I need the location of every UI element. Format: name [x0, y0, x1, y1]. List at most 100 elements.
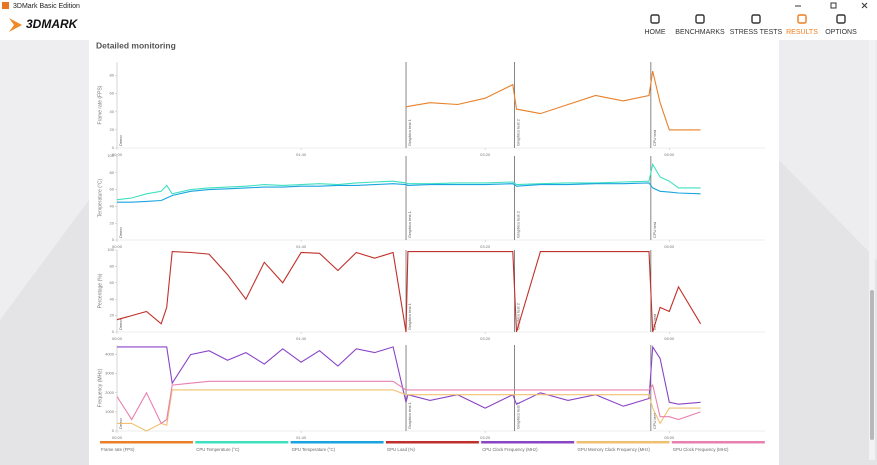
legend-swatch: [100, 441, 193, 444]
series-line: [405, 70, 701, 131]
y-tick-label: 3000: [105, 371, 115, 376]
series-line: [116, 162, 701, 201]
nav-bar: [0, 11, 877, 40]
y-tick-label: 60: [110, 91, 115, 96]
legend-swatch: [385, 441, 479, 444]
legend: Frame rate (FPS) CPU Temperature (°C) GPU …: [100, 441, 765, 452]
y-tick-label: 80: [110, 263, 115, 268]
x-tick-label: 03:20: [480, 435, 491, 440]
nav-item[interactable]: STRESS TESTS: [730, 29, 783, 36]
app-icon: [2, 2, 9, 9]
nav-icon: [751, 14, 761, 24]
charts: 0 20 40 60 80 Frame rate (FPS) 00:00 01:40 03:20…: [97, 62, 765, 440]
scrollbar-track[interactable]: [869, 40, 875, 460]
y-axis-label: Percentage (%): [97, 273, 103, 308]
close-button[interactable]: [861, 2, 868, 9]
logo-mark: [9, 18, 22, 32]
series-line: [117, 182, 701, 203]
y-tick-label: 1000: [105, 409, 115, 414]
legend-swatch: [576, 441, 670, 444]
y-tick-label: 100: [107, 247, 114, 252]
y-tick-label: 80: [110, 170, 115, 175]
section-label: Graphics test 2: [516, 302, 521, 330]
y-tick-label: 0: [112, 237, 115, 242]
series-line: [117, 389, 701, 432]
scrollbar-thumb[interactable]: [870, 290, 874, 440]
series-line: [116, 251, 702, 333]
logo: 3DMARK: [26, 17, 79, 31]
legend-swatch: [671, 441, 765, 444]
section-label: Demo: [118, 135, 123, 146]
bg-shape: [0, 40, 89, 320]
y-tick-label: 40: [110, 203, 115, 208]
x-tick-label: 05:00: [664, 244, 675, 249]
nav-item[interactable]: HOME: [645, 29, 666, 36]
y-axis-label: Temperature (°C): [97, 178, 103, 217]
nav-item[interactable]: RESULTS: [786, 29, 818, 36]
y-tick-label: 20: [110, 127, 115, 132]
section-label: Graphics test 1: [407, 118, 412, 146]
x-tick-label: 01:40: [296, 435, 307, 440]
y-tick-label: 0: [112, 145, 115, 150]
y-tick-label: 60: [110, 187, 115, 192]
panel-heading: Detailed monitoring: [96, 40, 176, 50]
legend-label: GPU Load (%): [387, 447, 416, 452]
section-label: Graphics test 1: [407, 302, 412, 330]
legend-label: CPU Clock Frequency (MHz): [482, 447, 538, 452]
section-label: Graphics test 2: [516, 210, 521, 238]
section-label: CPU test: [652, 129, 657, 146]
x-tick-label: 03:20: [480, 336, 491, 341]
section-label: CPU test: [652, 412, 657, 429]
x-tick-label: 01:40: [296, 244, 307, 249]
section-label: Graphics test 2: [516, 118, 521, 146]
x-tick-label: 03:20: [480, 244, 491, 249]
series-line: [116, 380, 701, 425]
panel: [89, 36, 779, 465]
y-tick-label: 40: [110, 109, 115, 114]
y-tick-label: 100: [107, 153, 114, 158]
y-tick-label: 4000: [105, 352, 115, 357]
section-label: CPU test: [652, 221, 657, 238]
section-label: Graphics test 2: [516, 401, 521, 429]
x-tick-label: 01:40: [296, 152, 307, 157]
legend-label: Frame rate (FPS): [101, 447, 135, 452]
title-bar: [0, 0, 877, 11]
x-tick-label: 00:00: [112, 435, 123, 440]
nav-icon: [650, 14, 660, 24]
section-label: Demo: [118, 227, 123, 238]
window-title: 3DMark Basic Edition: [13, 3, 80, 10]
legend-label: GPU Clock Frequency (MHz): [673, 447, 729, 452]
legend-label: GPU Temperature (°C): [292, 447, 336, 452]
y-tick-label: 20: [110, 313, 115, 318]
nav-item[interactable]: OPTIONS: [825, 29, 857, 36]
y-tick-label: 80: [110, 73, 115, 78]
nav-icon: [695, 14, 705, 24]
y-tick-label: 2000: [105, 390, 115, 395]
legend-label: GPU Memory Clock Frequency (MHz): [578, 447, 651, 452]
y-tick-label: 20: [110, 220, 115, 225]
y-tick-label: 0: [112, 428, 115, 433]
legend-swatch: [195, 441, 289, 444]
nav-menu: HOME BENCHMARKS STRESS TESTS RESULTS OPTIONS: [645, 14, 857, 36]
section-label: Demo: [118, 319, 123, 330]
y-tick-label: 60: [110, 280, 115, 285]
bg-shape: [779, 40, 877, 260]
x-tick-label: 05:00: [664, 152, 675, 157]
nav-icon: [836, 14, 846, 24]
y-tick-label: 0: [112, 329, 115, 334]
series-line: [117, 345, 701, 409]
section-label: Graphics test 1: [407, 210, 412, 238]
nav-item[interactable]: BENCHMARKS: [675, 29, 725, 36]
y-axis-label: Frame rate (FPS): [97, 85, 103, 124]
x-tick-label: 00:00: [112, 152, 123, 157]
x-tick-label: 03:20: [480, 152, 491, 157]
maximize-button[interactable]: [830, 2, 837, 9]
section-label: CPU test: [652, 313, 657, 330]
x-tick-label: 01:40: [296, 336, 307, 341]
y-axis-label: Frequency (MHz): [97, 368, 103, 407]
legend-swatch: [290, 441, 384, 444]
section-label: Graphics test 1: [407, 401, 412, 429]
x-tick-label: 05:00: [664, 336, 675, 341]
